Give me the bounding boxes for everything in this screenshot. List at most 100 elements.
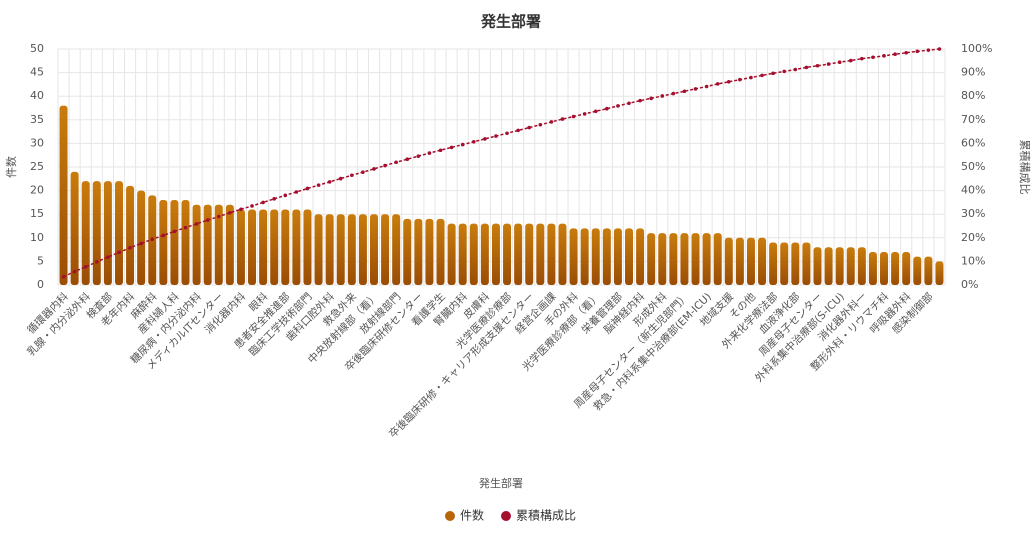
bar [525, 223, 534, 285]
cumulative-point [483, 137, 487, 141]
cumulative-line [63, 48, 940, 278]
bar [59, 105, 68, 285]
cumulative-point [494, 134, 498, 138]
bar [458, 223, 467, 285]
bar [203, 204, 212, 285]
cumulative-point [161, 233, 166, 238]
cumulative-point [715, 82, 720, 86]
bar [192, 204, 201, 285]
bar [758, 237, 767, 285]
cumulative-point [150, 237, 155, 242]
bar [369, 214, 378, 285]
bar [735, 237, 744, 285]
cumulative-point [460, 142, 465, 147]
cumulative-point [194, 222, 199, 226]
cumulative-point [272, 197, 277, 201]
bar [880, 251, 889, 285]
cumulative-point [793, 67, 798, 72]
bar [259, 209, 268, 285]
y2-tick-label: 0% [961, 278, 978, 291]
x-axis-title: 発生部署 [479, 476, 523, 490]
legend-label: 件数 [460, 508, 484, 523]
bar [613, 228, 622, 285]
cumulative-point [893, 52, 897, 56]
cumulative-point [327, 180, 332, 184]
cumulative-point [471, 139, 476, 144]
bar [436, 218, 445, 285]
cumulative-point [350, 173, 354, 178]
bar [824, 247, 833, 285]
y2-tick-label: 80% [961, 89, 985, 102]
y2-tick-label: 70% [961, 113, 985, 126]
cumulative-point [261, 200, 265, 205]
cumulative-point [316, 183, 321, 187]
cumulative-point [726, 80, 731, 84]
legend-swatch [445, 511, 455, 521]
bar [81, 181, 90, 285]
cumulative-point [649, 96, 653, 101]
cumulative-point [738, 77, 742, 82]
y2-tick-label: 10% [961, 254, 985, 267]
bar [846, 247, 855, 285]
cumulative-point [826, 62, 831, 66]
y2-tick-label: 50% [961, 160, 985, 173]
bar [114, 181, 123, 285]
y-tick-label: 20 [30, 184, 44, 197]
bar [503, 223, 512, 285]
bar [381, 214, 390, 285]
cumulative-point [438, 148, 443, 153]
bar [248, 209, 257, 285]
bar [780, 242, 789, 285]
bar [159, 200, 168, 285]
legend-label: 累積構成比 [516, 508, 576, 523]
bar [414, 218, 423, 285]
bar [658, 233, 667, 285]
cumulative-point [416, 154, 421, 158]
y-tick-label: 0 [37, 278, 44, 291]
cumulative-point [283, 193, 288, 198]
bar [547, 223, 556, 285]
cumulative-point [205, 218, 210, 222]
bar [270, 209, 279, 285]
bar [447, 223, 456, 285]
y-tick-label: 10 [30, 231, 44, 244]
y2-tick-label: 30% [961, 207, 985, 220]
bar [913, 256, 922, 285]
bar [170, 200, 179, 285]
y2-tick-label: 40% [961, 184, 985, 197]
bar [636, 228, 645, 285]
y2-axis-title: 累積構成比 [1018, 140, 1032, 195]
cumulative-point [560, 117, 565, 121]
bar [103, 181, 112, 285]
y-tick-label: 15 [30, 207, 44, 220]
bar [558, 223, 567, 285]
bar [480, 223, 489, 285]
cumulative-point [704, 84, 709, 89]
bar [225, 204, 234, 285]
cumulative-point [405, 157, 410, 162]
bar [580, 228, 589, 285]
cumulative-point [571, 114, 576, 119]
cumulative-point [383, 163, 387, 168]
bar [126, 185, 135, 285]
bar [669, 233, 678, 285]
bar [724, 237, 733, 285]
cumulative-point [305, 186, 310, 191]
cumulative-point [771, 71, 775, 76]
cumulative-point [338, 176, 343, 181]
bar [713, 233, 722, 285]
legend-swatch [501, 511, 511, 521]
bar [425, 218, 434, 285]
cumulative-point [172, 229, 177, 234]
y-tick-label: 5 [37, 254, 44, 267]
cumulative-point [848, 58, 853, 63]
bar [924, 256, 933, 285]
bar [691, 233, 700, 285]
bar [647, 233, 656, 285]
cumulative-point [128, 245, 132, 250]
bar [813, 247, 822, 285]
y-tick-label: 50 [30, 42, 44, 55]
bar [802, 242, 811, 285]
cumulative-point [361, 170, 365, 174]
